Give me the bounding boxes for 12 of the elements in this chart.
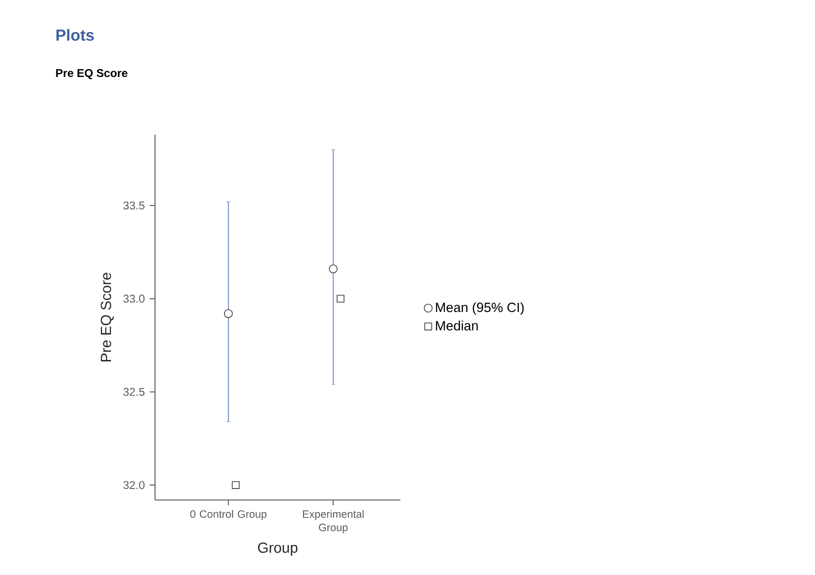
- x-tick-label: 0 Control Group: [190, 510, 266, 520]
- y-axis-title: Pre EQ Score: [100, 272, 114, 362]
- y-tick-label: 33.5: [123, 201, 144, 210]
- y-tick-label: 33.0: [123, 294, 145, 303]
- y-tick-label: 32.5: [123, 388, 144, 396]
- x-axis-title: Group: [258, 542, 298, 556]
- y-tick-label: 32.0: [123, 481, 145, 490]
- legend-label: Median: [436, 320, 478, 330]
- chart-subtitle: Pre EQ Score: [56, 69, 128, 80]
- chart-title: Plots: [56, 29, 94, 41]
- legend-label: Mean (95% CI): [436, 302, 524, 315]
- x-tick-label: Experimental Group: [302, 510, 364, 534]
